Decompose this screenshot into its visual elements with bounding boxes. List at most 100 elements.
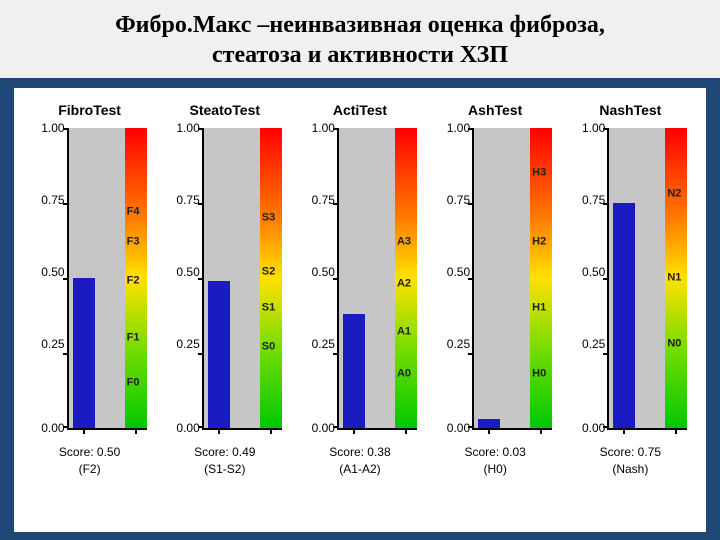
ytick-label: 0.75 <box>168 194 200 206</box>
stage-label: S1 <box>262 303 275 314</box>
gradient-bar: A3A2A1A0 <box>395 128 417 428</box>
panel-title: ActiTest <box>333 102 387 118</box>
stage-label: F0 <box>127 378 140 389</box>
ytick-mark <box>198 203 204 205</box>
xtick-mark <box>83 428 85 434</box>
plot: S3 S2 S1 S0 <box>202 128 282 430</box>
ytick-label: 0.75 <box>303 194 335 206</box>
y-axis: 1.000.750.500.250.00 <box>438 128 472 428</box>
ytick-mark <box>603 203 609 205</box>
score-line2: (S1-S2) <box>194 461 255 478</box>
ytick-mark <box>333 128 339 130</box>
ytick-label: 0.00 <box>168 422 200 434</box>
gradient-bar: S3 S2 S1 S0 <box>260 128 282 428</box>
stage-label: N1 <box>667 273 681 284</box>
ytick-label: 0.50 <box>438 266 470 278</box>
ytick-label: 0.75 <box>33 194 65 206</box>
xtick-mark <box>405 428 407 434</box>
stage-label: F2 <box>127 276 140 287</box>
stage-label: F1 <box>127 333 140 344</box>
score-text: Score: 0.50(F2) <box>59 444 120 478</box>
panel-actitest: ActiTest1.000.750.500.250.00A3A2A1A0Scor… <box>296 102 424 512</box>
stage-label: S3 <box>262 213 275 224</box>
title-text: Фибро.Макс –неинвазивная оценка фиброза,… <box>0 10 720 70</box>
ytick-label: 1.00 <box>573 122 605 134</box>
title-line1: Фибро.Макс –неинвазивная оценка фиброза, <box>115 12 605 38</box>
ytick-label: 0.25 <box>303 338 335 350</box>
chart-area: FibroTest1.000.750.500.250.00F4F3F2F1F0S… <box>14 88 706 532</box>
y-axis: 1.000.750.500.250.00 <box>303 128 337 428</box>
score-line2: (F2) <box>59 461 120 478</box>
stage-label: H1 <box>532 303 546 314</box>
score-line2: (Nash) <box>600 461 661 478</box>
ytick-label: 1.00 <box>33 122 65 134</box>
stage-label: S2 <box>262 267 275 278</box>
panel-nashtest: NashTest1.000.750.500.250.00N2N1N0Score:… <box>566 102 694 512</box>
y-axis: 1.000.750.500.250.00 <box>33 128 67 428</box>
stage-label: A3 <box>397 237 411 248</box>
score-line1: Score: 0.75 <box>600 444 661 461</box>
ytick-mark <box>63 203 69 205</box>
stage-label: S0 <box>262 342 275 353</box>
ytick-mark <box>333 203 339 205</box>
title-bar: Фибро.Макс –неинвазивная оценка фиброза,… <box>0 0 720 78</box>
plot: A3A2A1A0 <box>337 128 417 430</box>
xtick-mark <box>353 428 355 434</box>
value-bar <box>73 278 95 428</box>
xtick-mark <box>675 428 677 434</box>
ytick-label: 0.00 <box>303 422 335 434</box>
ytick-label: 0.75 <box>438 194 470 206</box>
panel-title: AshTest <box>468 102 522 118</box>
ytick-label: 1.00 <box>303 122 335 134</box>
stage-label: H3 <box>532 168 546 179</box>
axis-wrap: 1.000.750.500.250.00H3H2H1H0 <box>438 128 552 428</box>
score-text: Score: 0.38(A1-A2) <box>329 444 390 478</box>
ytick-mark <box>198 426 204 428</box>
ytick-mark <box>198 353 204 355</box>
ytick-mark <box>603 128 609 130</box>
stage-label: N0 <box>667 339 681 350</box>
ytick-mark <box>603 278 609 280</box>
ytick-label: 1.00 <box>438 122 470 134</box>
score-text: Score: 0.49(S1-S2) <box>194 444 255 478</box>
ytick-label: 0.50 <box>303 266 335 278</box>
axis-wrap: 1.000.750.500.250.00F4F3F2F1F0 <box>33 128 147 428</box>
y-axis: 1.000.750.500.250.00 <box>573 128 607 428</box>
ytick-mark <box>603 426 609 428</box>
score-line1: Score: 0.50 <box>59 444 120 461</box>
title-line2: стеатоза и активности ХЗП <box>212 42 508 68</box>
plot: F4F3F2F1F0 <box>67 128 147 430</box>
score-line2: (A1-A2) <box>329 461 390 478</box>
ytick-mark <box>333 426 339 428</box>
stage-label: H2 <box>532 237 546 248</box>
score-text: Score: 0.03(H0) <box>464 444 525 478</box>
ytick-mark <box>63 278 69 280</box>
xtick-mark <box>218 428 220 434</box>
ytick-label: 0.50 <box>168 266 200 278</box>
xtick-mark <box>135 428 137 434</box>
axis-wrap: 1.000.750.500.250.00A3A2A1A0 <box>303 128 417 428</box>
ytick-mark <box>198 278 204 280</box>
score-line1: Score: 0.49 <box>194 444 255 461</box>
score-text: Score: 0.75(Nash) <box>600 444 661 478</box>
ytick-mark <box>468 128 474 130</box>
ytick-mark <box>468 426 474 428</box>
axis-wrap: 1.000.750.500.250.00N2N1N0 <box>573 128 687 428</box>
score-line2: (H0) <box>464 461 525 478</box>
ytick-mark <box>198 128 204 130</box>
panel-fibrotest: FibroTest1.000.750.500.250.00F4F3F2F1F0S… <box>26 102 154 512</box>
gradient-bar: F4F3F2F1F0 <box>125 128 147 428</box>
ytick-label: 0.50 <box>33 266 65 278</box>
gradient-bar: H3 H2 H1 H0 <box>530 128 552 428</box>
xtick-mark <box>270 428 272 434</box>
ytick-label: 0.50 <box>573 266 605 278</box>
ytick-label: 0.25 <box>438 338 470 350</box>
stage-label: A1 <box>397 327 411 338</box>
ytick-label: 0.75 <box>573 194 605 206</box>
stage-label: A0 <box>397 369 411 380</box>
ytick-label: 0.00 <box>438 422 470 434</box>
ytick-mark <box>468 203 474 205</box>
stage-label: H0 <box>532 369 546 380</box>
xtick-mark <box>623 428 625 434</box>
value-bar <box>478 419 500 428</box>
